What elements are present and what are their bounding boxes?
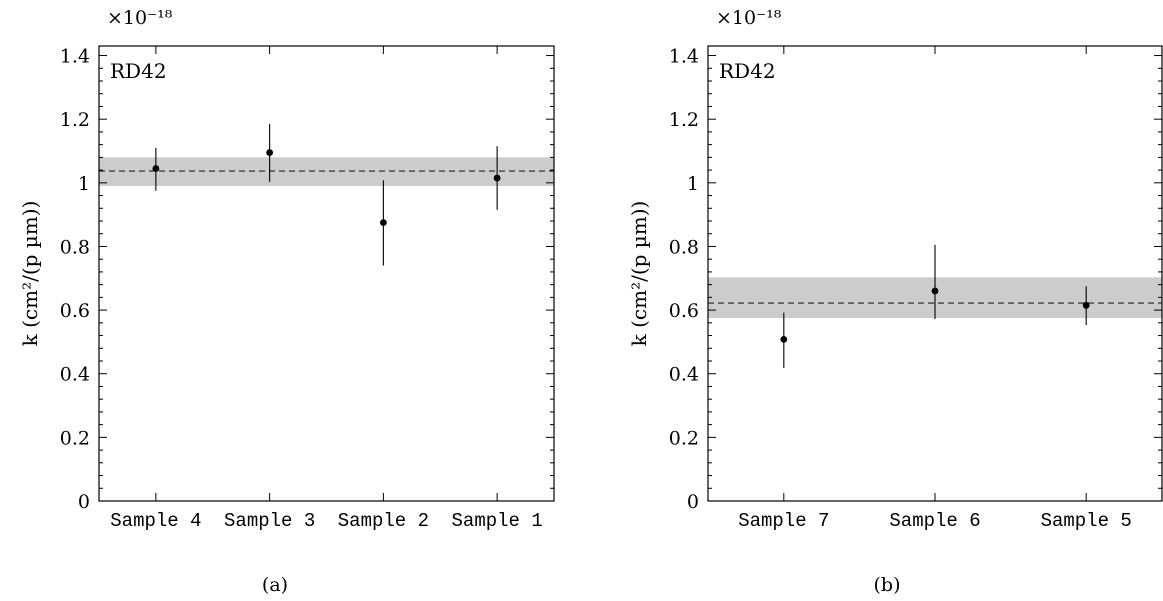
y-tick-label: 1: [687, 173, 699, 195]
panel-label: (b): [874, 574, 901, 596]
y-tick-label: 1: [78, 173, 90, 195]
data-point: [931, 287, 939, 295]
y-tick-label: 0.4: [669, 364, 699, 386]
plot-frame: [707, 45, 1163, 502]
data-point: [780, 335, 788, 343]
plot-frame: [98, 45, 555, 502]
x-tick-label: Sample 1: [452, 510, 543, 532]
x-tick-label: Sample 7: [738, 510, 829, 532]
y-tick-label: 0.2: [669, 427, 699, 449]
data-point: [493, 174, 501, 182]
chart-panel-b: 0 0.2 0.4 0.6 0.8 1 1.2 1.4 Sample 7 Sample 6 Samp…: [627, 7, 1163, 596]
y-tick-label: 0.8: [60, 236, 90, 258]
y-tick-label: 0.6: [669, 300, 699, 322]
y-axis-label: k (cm²/(p µm)): [18, 201, 42, 347]
y-tick-label: 0.4: [60, 364, 90, 386]
y-tick-label: 1.4: [669, 46, 699, 68]
x-tick-label: Sample 2: [338, 510, 429, 532]
x-tick-label: Sample 3: [224, 510, 315, 532]
y-tick-label: 0: [78, 491, 90, 513]
y-tick-label: 0.6: [60, 300, 90, 322]
y-tick-label: 0.8: [669, 236, 699, 258]
x-tick-label: Sample 5: [1041, 510, 1132, 532]
x-tick-label: Sample 4: [110, 510, 201, 532]
exponent-label: ×10⁻¹⁸: [716, 7, 782, 29]
y-tick-label: 0: [687, 491, 699, 513]
data-point: [379, 219, 387, 226]
y-axis-label: k (cm²/(p µm)): [627, 201, 651, 347]
data-point: [266, 149, 274, 156]
data-point: [1082, 301, 1090, 309]
y-tick-label: 1.2: [669, 109, 699, 131]
data-point: [152, 165, 160, 172]
panel-label: (a): [262, 574, 288, 596]
chart-panel-a: 0 0.2 0.4 0.6 0.8 1 1.2 1.4 Sample 4 Sample 3 Samp…: [18, 7, 555, 596]
y-tick-label: 1.4: [60, 46, 90, 68]
uncertainty-band: [99, 157, 554, 186]
x-tick-label: Sample 6: [889, 510, 980, 532]
annotation-label: RD42: [110, 59, 167, 83]
y-tick-label: 0.2: [60, 427, 90, 449]
y-tick-label: 1.2: [60, 109, 90, 131]
annotation-label: RD42: [719, 59, 776, 83]
exponent-label: ×10⁻¹⁸: [107, 7, 173, 29]
